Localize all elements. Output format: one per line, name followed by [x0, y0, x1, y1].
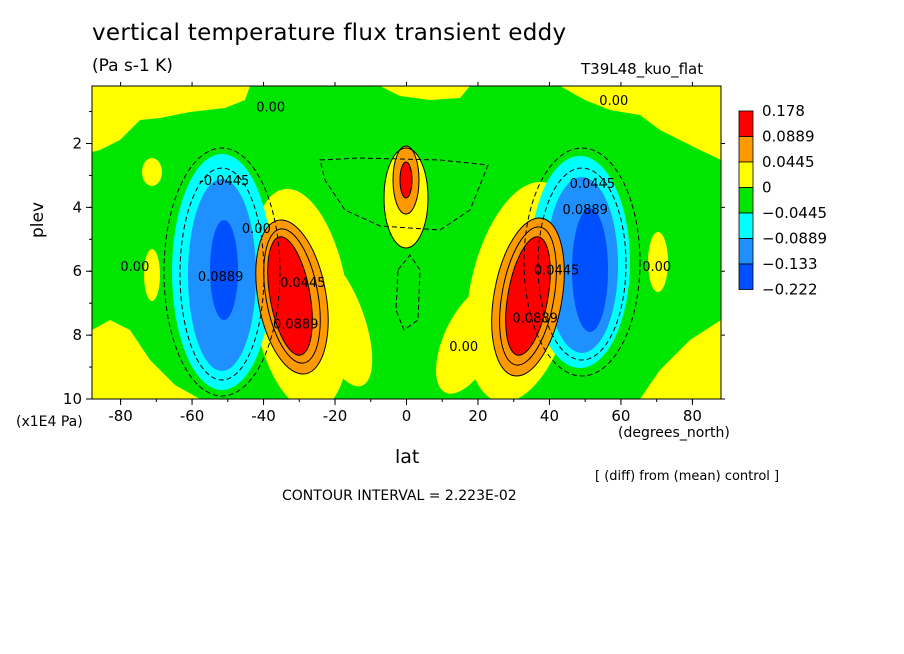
x-tick-label: -20 [323, 407, 348, 425]
x-tick-label: -60 [180, 407, 205, 425]
contour-label-12: 0.0445 [534, 263, 580, 278]
colorbar-swatch [738, 212, 754, 239]
contour-pos-left-0445 [255, 219, 329, 375]
positive-region-small-right [648, 232, 668, 292]
y-tick-label: 6 [72, 262, 82, 280]
contour-label-9: 0.0445 [280, 276, 326, 291]
contour-label-4: 0.0889 [562, 203, 608, 218]
negative-region-left-core [210, 220, 238, 320]
colorbar-swatch [738, 110, 754, 137]
contour-label-5: 0.00 [120, 260, 149, 275]
x-axis-units: (degrees_north) [618, 425, 730, 441]
positive-region-top-left [92, 86, 250, 152]
contour-pos-center-0445 [392, 145, 420, 215]
y-tick-label: 10 [63, 390, 82, 408]
contour-label-6: 0.00 [642, 260, 671, 275]
colorbar-label: 0.0889 [762, 128, 815, 146]
y-axis-units: (x1E4 Pa) [16, 414, 83, 430]
colorbar-label: −0.0445 [762, 204, 827, 222]
positive-region-bottom-left [92, 320, 200, 399]
colorbar-swatch [738, 263, 754, 290]
x-tick-label: 20 [468, 407, 487, 425]
colorbar-label: 0.0445 [762, 153, 815, 171]
contour-neg-center [319, 157, 489, 231]
contour-pos-left-0889 [267, 236, 313, 356]
positive-region-center-red [400, 162, 412, 198]
x-tick-label: -80 [108, 407, 133, 425]
contour-pos-right-0889 [505, 236, 551, 356]
colorbar-swatch [738, 136, 754, 163]
contour-label-13: 0.00 [449, 340, 478, 355]
x-tick-label: 0 [402, 407, 412, 425]
contour-zero-center [383, 147, 429, 249]
chart-title: vertical temperature flux transient eddy [92, 20, 567, 46]
colorbar-swatch [738, 161, 754, 188]
contour-interval: CONTOUR INTERVAL = 2.223E-02 [282, 488, 517, 504]
contour-pos-right-0133 [499, 226, 557, 366]
contour-label-1: 0.00 [599, 94, 628, 109]
positive-region-right-tail [435, 286, 505, 394]
comparison-note: [ (diff) from (mean) control ] [595, 469, 780, 484]
x-tick-label: -40 [251, 407, 276, 425]
positive-region-left-red [267, 236, 313, 356]
colorbar-label: 0.178 [762, 102, 805, 120]
contour-label-11: 0.0889 [512, 311, 558, 326]
run-name: T39L48_kuo_flat [581, 60, 704, 78]
colorbar-swatch [738, 238, 754, 265]
contour-label-10: 0.0889 [273, 318, 319, 333]
positive-region-small-left [142, 158, 162, 186]
x-tick-label: 40 [540, 407, 559, 425]
positive-region-top-right [560, 86, 721, 160]
contour-label-7: 0.0889 [198, 270, 244, 285]
contour-label-0: 0.00 [256, 101, 285, 116]
y-tick-label: 8 [72, 326, 82, 344]
contour-pos-center-0889 [399, 161, 413, 199]
contour-neg-left-outer [163, 147, 281, 397]
positive-region-small-mid [144, 249, 160, 301]
contour-pos-right-0445 [491, 217, 565, 377]
contour-pos-left-0133 [263, 228, 321, 364]
x-tick-label: 80 [683, 407, 702, 425]
colorbar-label: −0.0889 [762, 230, 827, 248]
contour-label-3: 0.0445 [570, 177, 616, 192]
chart-units: (Pa s-1 K) [92, 56, 173, 76]
y-axis-label: plev [28, 201, 48, 238]
colorbar-swatch [738, 187, 754, 214]
positive-region-right-red [505, 236, 551, 356]
positive-region-bottom-right [640, 320, 721, 399]
x-tick-label: 60 [611, 407, 630, 425]
contour-neg-center-low [395, 254, 421, 331]
colorbar-label: −0.133 [762, 255, 818, 273]
contour-neg-right-outer [523, 147, 641, 377]
contour-neg-right-inner [537, 167, 627, 361]
colorbar-label: −0.222 [762, 281, 818, 299]
y-tick-label: 4 [72, 198, 82, 216]
y-tick-label: 2 [72, 134, 82, 152]
negative-region-right-core [572, 208, 608, 332]
contour-label-2: -0.0445 [199, 174, 249, 189]
contour-label-8: 0.00 [242, 222, 271, 237]
x-axis-label: lat [395, 446, 420, 468]
positive-region-top-center [380, 86, 470, 100]
colorbar-label: 0 [762, 179, 772, 197]
